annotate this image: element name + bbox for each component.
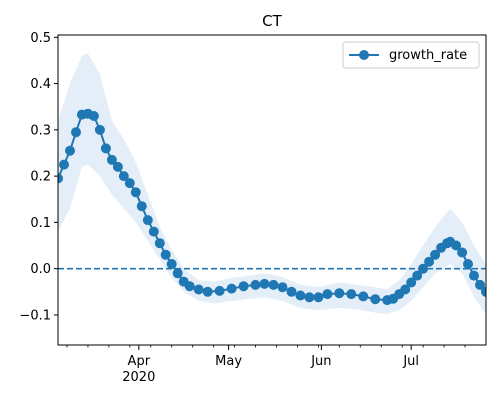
data-point: [481, 286, 486, 297]
data-point: [71, 127, 81, 138]
data-point: [160, 249, 171, 260]
data-point: [322, 289, 333, 300]
x-tick-label: May: [215, 354, 242, 369]
legend-box: [342, 41, 480, 69]
x-tick-label: Jun: [310, 354, 331, 369]
data-point: [475, 279, 485, 290]
y-tick-label: 0.4: [30, 77, 51, 92]
data-point: [370, 294, 381, 305]
data-point: [406, 277, 417, 288]
data-point: [430, 249, 441, 260]
plot-frame: [57, 34, 487, 346]
data-point: [346, 289, 357, 300]
data-point: [106, 154, 117, 165]
data-point: [94, 124, 105, 135]
data-point: [286, 286, 297, 297]
data-point: [463, 259, 473, 269]
series-layer: [58, 108, 497, 306]
data-point: [295, 290, 306, 301]
data-point: [100, 143, 111, 154]
y-tick-label: 0.3: [30, 123, 51, 138]
y-tick-label: 0.0: [30, 262, 51, 277]
data-point: [59, 159, 69, 170]
data-point: [193, 284, 204, 295]
data-point: [259, 278, 270, 289]
x-tick-label: Apr: [128, 354, 151, 369]
data-point: [412, 270, 423, 281]
data-point: [184, 281, 195, 292]
data-point: [148, 226, 159, 237]
legend-marker-sample: [359, 50, 369, 60]
y-tick-label: 0.1: [30, 216, 51, 231]
y-tick-label: −0.1: [19, 308, 51, 323]
confidence-band: [58, 53, 486, 315]
data-point: [268, 279, 279, 290]
data-point: [250, 279, 261, 290]
data-point: [65, 145, 75, 156]
x-tick-label: Jul: [402, 354, 419, 369]
data-point: [277, 282, 288, 293]
data-point: [112, 161, 123, 172]
data-point: [457, 247, 468, 258]
data-point: [469, 270, 479, 281]
data-point: [88, 111, 99, 121]
data-point: [487, 289, 497, 299]
data-point: [400, 284, 411, 295]
legend-label: growth_rate: [389, 48, 467, 63]
data-point: [202, 286, 213, 297]
data-point: [418, 263, 429, 274]
y-tick-label: 0.2: [30, 170, 51, 185]
data-point: [304, 292, 315, 303]
data-point: [358, 291, 369, 302]
data-point: [58, 173, 63, 184]
data-point: [154, 238, 165, 249]
x-tick-sublabel: 2020: [122, 370, 155, 385]
data-point: [142, 215, 153, 226]
data-point: [424, 256, 435, 267]
data-point: [172, 268, 183, 279]
y-tick-label: 0.5: [30, 31, 51, 46]
confidence-band-layer: [58, 53, 486, 315]
data-point: [166, 259, 177, 269]
data-point: [214, 285, 225, 296]
data-point: [334, 288, 345, 299]
data-point: [124, 178, 135, 189]
data-point: [226, 283, 237, 294]
data-point: [451, 240, 462, 251]
data-point: [238, 281, 249, 292]
legend: growth_rate: [342, 41, 480, 69]
data-point: [313, 292, 324, 303]
data-point: [118, 171, 129, 182]
data-point: [130, 187, 141, 198]
data-point: [136, 201, 147, 212]
chart-title: CT: [262, 12, 282, 30]
